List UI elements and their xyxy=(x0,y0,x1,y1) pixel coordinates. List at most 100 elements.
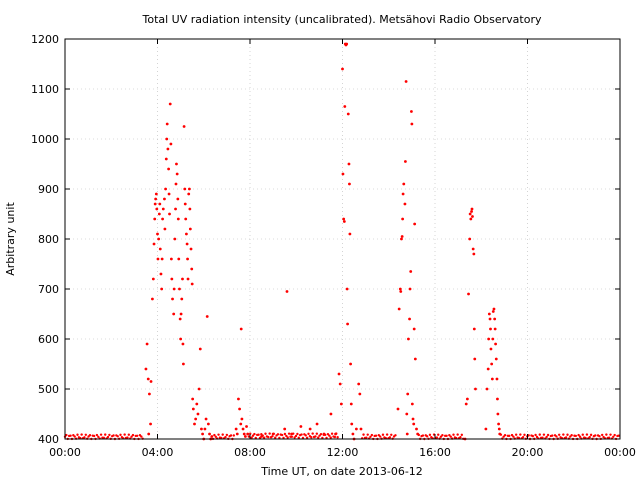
data-point xyxy=(349,362,352,366)
data-point xyxy=(238,407,241,411)
data-point xyxy=(407,337,410,341)
data-point xyxy=(406,392,410,396)
y-tick-label: 400 xyxy=(38,433,59,446)
data-point xyxy=(613,433,616,437)
data-point xyxy=(168,102,172,106)
data-point xyxy=(319,432,323,436)
data-point xyxy=(158,202,162,206)
data-point xyxy=(385,433,389,436)
data-point xyxy=(165,122,169,126)
data-point xyxy=(577,433,580,437)
data-point xyxy=(437,433,440,436)
data-point xyxy=(188,187,191,191)
data-point xyxy=(485,387,489,391)
data-point xyxy=(512,435,515,438)
data-point xyxy=(369,435,372,438)
data-point xyxy=(251,434,255,437)
data-point xyxy=(333,435,337,439)
x-tick-label: 16:00 xyxy=(419,446,451,459)
data-point xyxy=(151,277,155,281)
y-tick-label: 500 xyxy=(38,383,59,396)
data-point xyxy=(410,110,413,113)
data-point xyxy=(119,433,122,437)
data-point xyxy=(329,412,333,416)
data-point xyxy=(163,197,166,201)
data-point xyxy=(562,433,565,436)
data-point xyxy=(347,162,351,166)
data-point xyxy=(346,112,350,116)
data-point xyxy=(315,432,319,435)
data-point xyxy=(400,235,404,238)
data-point xyxy=(609,433,612,436)
data-point xyxy=(468,212,472,216)
data-point xyxy=(183,202,187,206)
x-tick-label: 08:00 xyxy=(234,446,266,459)
data-point xyxy=(153,217,157,221)
data-point xyxy=(144,367,148,371)
data-point xyxy=(188,207,192,211)
data-point xyxy=(494,342,497,346)
data-point xyxy=(167,192,171,196)
y-tick-label: 600 xyxy=(38,333,59,346)
data-point xyxy=(607,436,611,439)
data-point xyxy=(449,435,452,438)
data-point xyxy=(341,172,345,176)
data-point xyxy=(594,434,597,437)
data-point xyxy=(473,357,477,361)
data-point xyxy=(413,357,417,361)
data-point xyxy=(350,422,354,426)
data-point xyxy=(169,257,173,261)
data-point xyxy=(342,220,346,223)
data-point xyxy=(404,80,408,83)
data-point xyxy=(239,422,243,426)
data-point xyxy=(399,290,403,293)
data-point xyxy=(388,436,392,439)
data-point xyxy=(490,362,494,366)
data-point xyxy=(185,242,189,246)
data-point xyxy=(365,436,368,439)
data-point xyxy=(308,427,312,431)
data-point xyxy=(405,432,409,436)
data-point xyxy=(210,435,214,438)
data-point xyxy=(409,270,413,273)
data-point xyxy=(73,435,76,438)
data-point xyxy=(80,433,83,436)
data-point xyxy=(65,433,68,437)
data-point xyxy=(157,212,161,216)
data-point xyxy=(123,433,126,436)
data-point xyxy=(205,315,209,318)
data-point xyxy=(213,433,216,437)
data-point xyxy=(243,435,247,438)
data-point xyxy=(242,432,246,436)
data-point xyxy=(285,290,289,293)
data-point xyxy=(195,402,199,406)
data-point xyxy=(574,434,578,438)
data-point xyxy=(172,312,176,316)
data-point xyxy=(190,267,194,271)
data-point xyxy=(348,232,352,236)
data-point xyxy=(84,433,88,436)
data-point xyxy=(470,210,473,213)
data-point xyxy=(589,433,593,437)
data-point xyxy=(330,432,334,435)
data-point xyxy=(274,436,277,439)
y-tick-label: 800 xyxy=(38,233,59,246)
data-point xyxy=(460,433,464,437)
data-point xyxy=(197,387,201,391)
data-point xyxy=(441,433,444,437)
data-point xyxy=(346,322,349,326)
data-point xyxy=(168,212,171,216)
data-point xyxy=(191,397,195,401)
data-point xyxy=(545,435,548,439)
data-point xyxy=(336,436,339,439)
data-point xyxy=(456,433,459,436)
x-tick-label: 00:00 xyxy=(604,446,636,459)
data-point xyxy=(245,425,248,428)
data-point xyxy=(374,434,378,437)
data-point xyxy=(469,217,473,221)
data-point xyxy=(271,432,275,436)
data-point xyxy=(164,157,168,161)
data-point xyxy=(246,432,250,436)
data-point xyxy=(519,433,522,436)
data-point xyxy=(166,147,170,151)
